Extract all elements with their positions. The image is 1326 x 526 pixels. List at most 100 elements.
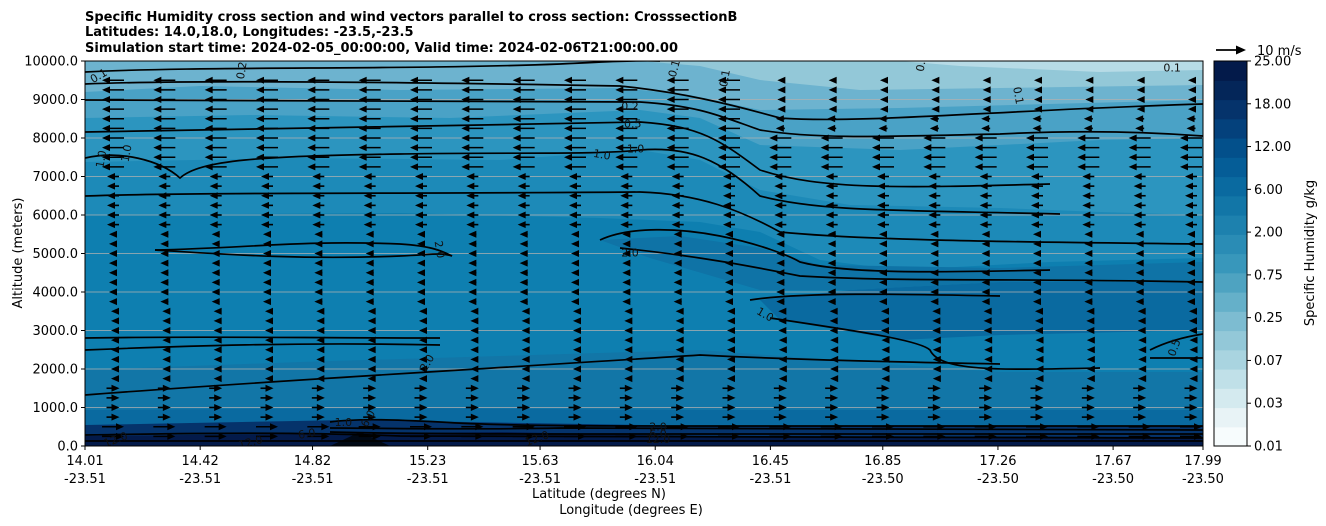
colorbar-tick-label: 0.07 [1254, 354, 1283, 369]
wind-vector [932, 327, 941, 334]
wind-vector [666, 153, 689, 161]
wind-vector-head [881, 327, 889, 334]
wind-vector-head [629, 432, 638, 440]
x-tick-label-lon: -23.51 [519, 472, 561, 487]
wind-vector-head [1035, 307, 1043, 315]
wind-vector-head [723, 182, 731, 190]
wind-vector [927, 384, 941, 392]
wind-vector-head [470, 355, 479, 363]
wind-vector-head [879, 259, 887, 267]
wind-vector [367, 307, 376, 315]
wind-vector [718, 432, 740, 440]
wind-vector [981, 240, 990, 248]
wind-vector [1180, 163, 1202, 171]
wind-vector [879, 230, 887, 238]
wind-vector-head [624, 327, 633, 334]
wind-vector [209, 384, 223, 392]
wind-vector [879, 259, 887, 267]
wind-vector-head [1086, 384, 1095, 392]
wind-vector-head [776, 230, 785, 238]
wind-vector [1081, 404, 1095, 411]
wind-vector-head [830, 346, 839, 354]
wind-vector-head [725, 298, 733, 306]
wind-vector-head [727, 327, 735, 334]
wind-vector-head [984, 394, 993, 402]
wind-vector [820, 163, 843, 171]
wind-vector-head [725, 259, 733, 267]
wind-vector [1189, 327, 1197, 334]
wind-vector-head [725, 250, 733, 257]
wind-vector-head [774, 201, 783, 209]
wind-vector-head [204, 76, 213, 84]
wind-vector [983, 307, 992, 315]
wind-vector-head [932, 307, 941, 315]
wind-vector-head [932, 355, 941, 363]
wind-vector-head [1142, 432, 1151, 440]
wind-vector-head [470, 327, 479, 334]
wind-vector [872, 423, 894, 431]
wind-vector-head [673, 278, 682, 286]
wind-vector [358, 86, 381, 94]
wind-vector [410, 134, 432, 142]
wind-vector [358, 423, 381, 431]
colorbar-segment [1214, 426, 1247, 447]
wind-vector-head [263, 259, 271, 267]
wind-vector-head [265, 413, 274, 421]
wind-vector-head [727, 365, 735, 373]
wind-vector [671, 192, 684, 200]
wind-vector-head [363, 173, 372, 180]
wind-vector [1136, 86, 1145, 94]
wind-vector-head [307, 163, 316, 171]
wind-vector-head [111, 394, 120, 402]
wind-vector [1083, 115, 1093, 123]
wind-vector [974, 144, 997, 152]
wind-vector-head [263, 269, 271, 277]
wind-vector-head [316, 327, 325, 334]
wind-vector-head [930, 298, 939, 306]
wind-vector-head [778, 355, 787, 363]
wind-vector-head [218, 423, 227, 431]
wind-vector-head [1136, 96, 1145, 103]
wind-vector [825, 384, 839, 392]
wind-vector [673, 259, 682, 267]
wind-vector [615, 423, 638, 431]
wind-vector-head [620, 182, 629, 190]
wind-vector [256, 163, 278, 171]
wind-vector-head [410, 124, 418, 132]
wind-vector [410, 115, 432, 123]
wind-vector-head [512, 105, 521, 113]
contour-label-1: 0.2 [234, 61, 250, 80]
wind-vector [827, 288, 836, 296]
wind-vector-head [776, 240, 785, 248]
wind-vector [363, 221, 376, 229]
wind-vector-head [564, 86, 572, 94]
wind-vector [722, 384, 736, 392]
wind-vector-head [718, 153, 726, 161]
band-middle [600, 236, 1203, 290]
wind-vector-head [1031, 173, 1039, 180]
wind-vector [829, 307, 838, 315]
wind-vector-head [930, 269, 939, 277]
wind-vector-head [358, 115, 367, 123]
wind-vector [419, 327, 427, 334]
wind-vector [1086, 355, 1095, 363]
contour-line-10 [749, 293, 1001, 301]
wind-vector-head [573, 336, 581, 344]
wind-vector [102, 163, 124, 171]
wind-vector-head [984, 404, 993, 411]
wind-vector-head [673, 230, 682, 238]
wind-vector [725, 288, 733, 296]
wind-vector-head [265, 336, 273, 344]
wind-vector-head [732, 423, 740, 431]
wind-vector-head [368, 404, 377, 411]
wind-vector [829, 327, 838, 334]
wind-vector [265, 365, 273, 373]
wind-vector-head [930, 278, 939, 286]
wind-vector [1081, 384, 1095, 392]
wind-vector [929, 124, 939, 132]
wind-vector [776, 278, 785, 286]
colorbar-tick-label: 18.00 [1254, 97, 1291, 112]
wind-vector-head [1136, 86, 1145, 94]
wind-vector [307, 76, 330, 84]
wind-vector [727, 307, 735, 315]
